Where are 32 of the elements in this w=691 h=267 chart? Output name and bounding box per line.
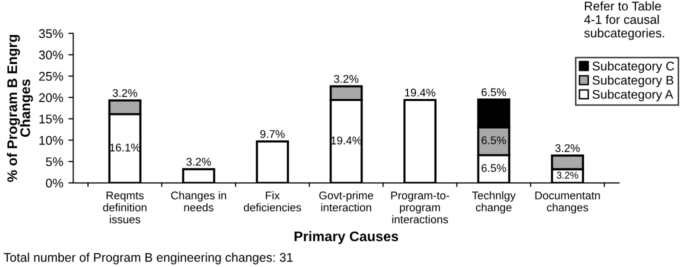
y-tick-label: 10% [39, 136, 64, 145]
data-label: 6.5% [482, 164, 506, 172]
data-label: 6.5% [482, 88, 506, 96]
x-tick-label: Reqmts definition issues [103, 192, 146, 224]
data-label: 3.2% [334, 75, 358, 83]
data-label: 19.4% [405, 88, 436, 97]
y-tick-label: 5% [46, 157, 64, 166]
data-label: 6.5% [482, 136, 506, 144]
y-axis-title: % of Program B Engrg Changes [6, 34, 33, 182]
y-tick-label: 35% [38, 29, 64, 38]
y-tick-label: 25% [39, 72, 64, 81]
legend-label: Subcategory A [592, 90, 674, 102]
x-tick-label: Changes in needs [171, 191, 226, 212]
y-tick-label: 0% [46, 178, 64, 188]
text: Total number of Program B engineering changes: 31 [4, 252, 293, 264]
data-label: 3.2% [555, 144, 580, 152]
y-tick-label: 20% [39, 93, 64, 102]
y-tick-label: 15% [39, 114, 64, 124]
x-tick-label: Govt-prime interaction [319, 191, 374, 212]
x-tick-label: Documentatn changes [535, 192, 600, 214]
legend-label: Subcategory B [592, 75, 674, 88]
data-label: 3.2% [186, 158, 211, 166]
y-tick-label: 30% [38, 50, 64, 60]
data-label: 3.2% [556, 172, 578, 179]
x-tick-label: Program-to- program interactions [391, 192, 450, 224]
annotation: Refer to Table 4-1 for causal subcategories. [584, 1, 664, 40]
legend-label: Subcategory C [592, 61, 674, 73]
data-label: 3.2% [112, 89, 138, 97]
data-label: 9.7% [260, 130, 285, 138]
x-axis-title: Primary Causes [294, 231, 398, 244]
x-tick-label: Fix deficiencies [244, 191, 302, 212]
x-tick-label: Technlgy change [472, 191, 516, 214]
